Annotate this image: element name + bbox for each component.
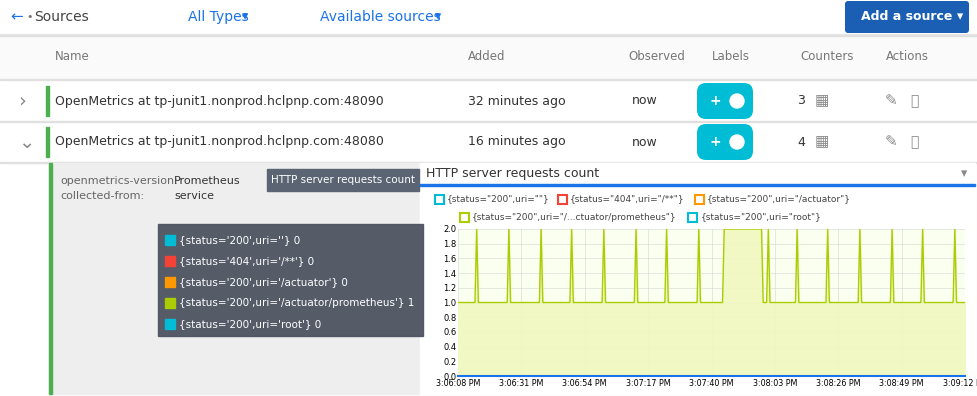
Text: 32 minutes ago: 32 minutes ago [468, 95, 566, 107]
Text: Prometheus: Prometheus [174, 176, 240, 186]
Text: Name: Name [55, 51, 90, 63]
Bar [0, 0, 977, 34]
Text: Observed: Observed [628, 51, 685, 63]
Text: Sources: Sources [34, 10, 89, 24]
Text: 🗑: 🗑 [910, 94, 918, 108]
Text: OpenMetrics at tp-junit1.nonprod.hclpnp.com:48080: OpenMetrics at tp-junit1.nonprod.hclpnp.… [55, 135, 384, 148]
Text: {status="200",uri="root"}: {status="200",uri="root"} [701, 213, 822, 221]
Text: ✎: ✎ [885, 93, 898, 109]
Text: openmetrics-version:: openmetrics-version: [60, 176, 178, 186]
Bar [165, 319, 175, 329]
Text: ✎: ✎ [885, 135, 898, 150]
Bar [420, 163, 975, 394]
Text: OpenMetrics at tp-junit1.nonprod.hclpnp.com:48090: OpenMetrics at tp-junit1.nonprod.hclpnp.… [55, 95, 384, 107]
Bar [46, 86, 49, 116]
Text: ▾: ▾ [242, 11, 248, 23]
Text: 🗑: 🗑 [910, 135, 918, 149]
Text: now: now [632, 135, 658, 148]
Bar [420, 187, 975, 227]
Bar [158, 224, 423, 336]
Bar [49, 163, 975, 394]
Text: {status="200",uri="/...ctuator/prometheus"}: {status="200",uri="/...ctuator/prometheu… [472, 213, 677, 221]
Text: Added: Added [468, 51, 505, 63]
Bar [558, 195, 567, 204]
Text: {status='200',uri='/actuator'} 0: {status='200',uri='/actuator'} 0 [179, 277, 348, 287]
Circle shape [730, 135, 744, 149]
Text: ▾: ▾ [956, 11, 963, 23]
Text: ▾: ▾ [435, 11, 442, 23]
Text: HTTP server requests count: HTTP server requests count [271, 175, 415, 185]
Text: ▾: ▾ [960, 168, 967, 181]
Bar [49, 163, 52, 394]
Bar [0, 162, 977, 163]
Text: All Types: All Types [188, 10, 249, 24]
Text: ←: ← [10, 10, 22, 25]
Text: service: service [174, 191, 214, 201]
Text: {status='200',uri=''} 0: {status='200',uri=''} 0 [179, 235, 300, 245]
Text: Actions: Actions [886, 51, 929, 63]
Bar [165, 277, 175, 287]
Text: 4: 4 [797, 135, 805, 148]
Text: {status="200",uri="/actuator"}: {status="200",uri="/actuator"} [707, 194, 851, 204]
Bar [0, 34, 977, 35]
Text: {status='200',uri='root'} 0: {status='200',uri='root'} 0 [179, 319, 321, 329]
Bar [0, 35, 977, 36]
Text: Labels: Labels [712, 51, 750, 63]
Text: 16 minutes ago: 16 minutes ago [468, 135, 566, 148]
Bar [689, 213, 698, 222]
Text: collected-from:: collected-from: [60, 191, 145, 201]
Text: Add a source: Add a source [862, 11, 953, 23]
Text: {status='200',uri='/actuator/prometheus'} 1: {status='200',uri='/actuator/prometheus'… [179, 298, 414, 308]
Bar [420, 184, 975, 186]
FancyBboxPatch shape [697, 83, 753, 119]
Bar [0, 35, 977, 79]
FancyBboxPatch shape [697, 124, 753, 160]
Text: Counters: Counters [800, 51, 854, 63]
Circle shape [730, 94, 744, 108]
Bar [435, 195, 444, 204]
Bar [165, 235, 175, 245]
Text: ›: › [18, 91, 25, 110]
Text: •: • [26, 12, 32, 22]
Text: +: + [709, 94, 721, 108]
Text: Available sources: Available sources [320, 10, 441, 24]
Text: ▦: ▦ [815, 93, 829, 109]
Bar [420, 163, 975, 185]
Bar [46, 127, 49, 157]
Bar [0, 80, 977, 121]
Text: {status="200",uri=""}: {status="200",uri=""} [447, 194, 550, 204]
FancyBboxPatch shape [845, 1, 969, 33]
Text: {status="404",uri="/**"}: {status="404",uri="/**"} [570, 194, 685, 204]
Bar [49, 163, 419, 394]
Bar [0, 122, 977, 162]
Bar [460, 213, 469, 222]
Bar [695, 195, 704, 204]
Text: now: now [632, 95, 658, 107]
Text: ▦: ▦ [815, 135, 829, 150]
Bar [267, 169, 419, 191]
Text: 3: 3 [797, 95, 805, 107]
Text: ⌄: ⌄ [18, 133, 34, 152]
Bar [0, 79, 977, 80]
Bar [165, 298, 175, 308]
Bar [0, 121, 977, 122]
Text: +: + [709, 135, 721, 149]
Text: {status='404',uri='/**'} 0: {status='404',uri='/**'} 0 [179, 256, 315, 266]
Text: HTTP server requests count: HTTP server requests count [426, 168, 599, 181]
Bar [165, 256, 175, 266]
